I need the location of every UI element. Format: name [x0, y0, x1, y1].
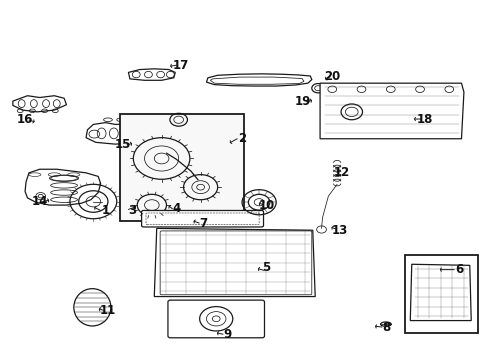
Text: 16: 16 — [17, 113, 33, 126]
Polygon shape — [25, 169, 101, 205]
Text: 19: 19 — [294, 95, 310, 108]
Text: 8: 8 — [381, 320, 389, 333]
Text: 1: 1 — [102, 204, 109, 217]
Text: 6: 6 — [454, 263, 462, 276]
Text: 5: 5 — [262, 261, 270, 274]
Text: 4: 4 — [172, 202, 180, 215]
Polygon shape — [320, 83, 463, 139]
FancyBboxPatch shape — [142, 211, 263, 227]
FancyBboxPatch shape — [405, 255, 477, 333]
Polygon shape — [154, 228, 315, 297]
Text: 13: 13 — [331, 224, 347, 237]
Text: 14: 14 — [31, 195, 48, 208]
FancyBboxPatch shape — [120, 114, 244, 221]
Text: 7: 7 — [199, 216, 207, 230]
FancyBboxPatch shape — [167, 300, 264, 338]
Text: 9: 9 — [223, 328, 231, 341]
Text: 10: 10 — [258, 199, 274, 212]
Text: 17: 17 — [173, 59, 189, 72]
Text: 3: 3 — [128, 204, 136, 217]
Text: 2: 2 — [238, 132, 245, 145]
Text: 18: 18 — [416, 113, 432, 126]
Polygon shape — [86, 123, 152, 144]
Text: 15: 15 — [114, 138, 130, 150]
Text: 20: 20 — [324, 69, 340, 82]
Polygon shape — [409, 264, 470, 320]
Text: 11: 11 — [100, 305, 116, 318]
Text: 12: 12 — [333, 166, 349, 179]
